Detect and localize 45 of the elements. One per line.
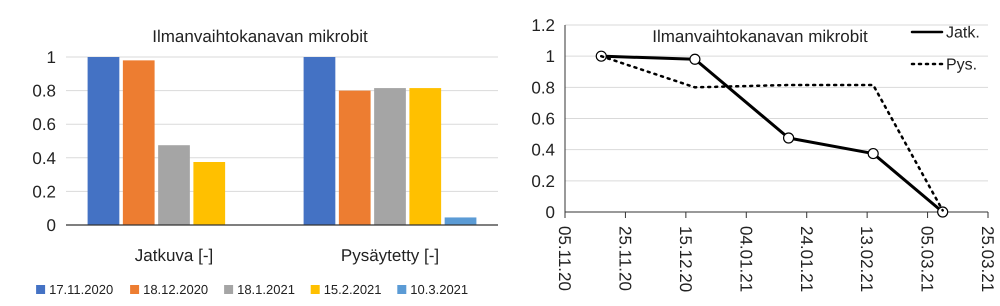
x-tick-label: 24.01.21 (796, 226, 816, 292)
legend-label: Pys. (946, 56, 978, 74)
bar (88, 57, 120, 225)
x-tick-label: 05.03.21 (918, 226, 937, 292)
point (689, 54, 701, 65)
point (937, 206, 948, 218)
point (782, 132, 794, 144)
y-tick-label: 0.4 (32, 148, 56, 168)
bar (444, 217, 476, 225)
legend-label: 15.2.2021 (324, 282, 382, 297)
bar (304, 57, 336, 225)
x-tick-label: 05.11.20 (555, 226, 574, 291)
x-tick-label: Pysäytetty [-] (340, 246, 440, 265)
y-tick-label: 1 (46, 48, 56, 67)
x-tick-label: 04.01.21 (736, 226, 756, 292)
legend-label: 18.12.2020 (143, 282, 208, 297)
point (868, 148, 879, 160)
y-tick-label: 0.4 (531, 140, 555, 160)
chart-title: Ilmanvaihtokanavan mikrobit (152, 27, 368, 46)
x-tick-label: 13.02.21 (857, 226, 876, 292)
bar (338, 90, 371, 225)
y-tick-label: 0 (46, 216, 56, 235)
x-tick-label: 25.11.20 (615, 226, 634, 291)
y-tick-label: 0.8 (32, 82, 56, 101)
bar (193, 162, 226, 225)
x-tick-label: Jatkuva [-] (134, 246, 214, 265)
y-tick-label: 1 (546, 47, 555, 66)
y-tick-label: 0.2 (531, 172, 555, 191)
y-tick-label: 0.2 (32, 182, 56, 202)
y-tick-label: 0.6 (32, 115, 56, 134)
legend-label: Jatk. (946, 24, 980, 42)
y-tick-label: 0.8 (531, 78, 555, 98)
bar (122, 60, 155, 225)
chart-title: Ilmanvaihtokanavan mikrobit (652, 27, 868, 46)
legend-label: 10.3.2021 (410, 282, 468, 297)
bar (409, 88, 442, 225)
x-tick-label: 15.12.20 (676, 226, 695, 292)
y-tick-label: 1.2 (531, 16, 555, 35)
y-tick-label: 0 (546, 202, 555, 222)
bar (158, 145, 190, 225)
legend-label: 17.11.2020 (49, 282, 114, 297)
y-tick-label: 0.6 (531, 109, 555, 128)
bar (374, 88, 406, 225)
x-tick-label: 25.03.21 (978, 226, 998, 292)
legend-label: 18.1.2021 (237, 282, 295, 297)
